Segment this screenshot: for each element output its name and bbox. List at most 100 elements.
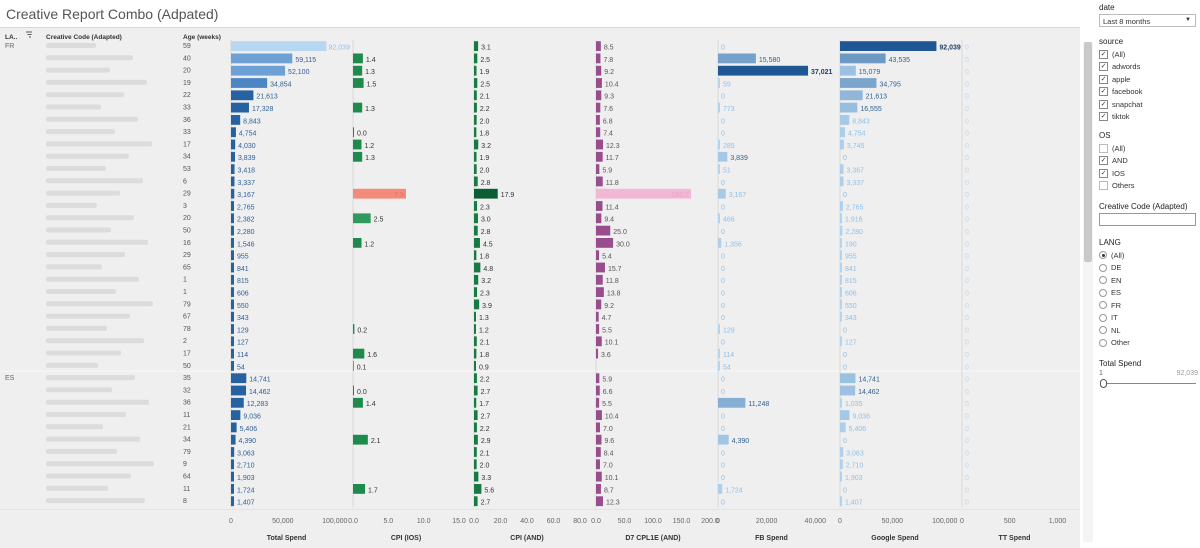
lang-option[interactable]: DE bbox=[1099, 262, 1198, 275]
os-option-label: AND bbox=[1112, 156, 1128, 166]
checkbox-unchecked-icon[interactable] bbox=[1099, 181, 1108, 191]
axis-tick-label: 40,000 bbox=[805, 518, 827, 525]
total_spend-value-label: 21,613 bbox=[256, 94, 278, 101]
google-bar bbox=[840, 459, 843, 470]
tt-value-label: 0 bbox=[965, 81, 969, 88]
tt-value-label: 0 bbox=[965, 217, 969, 224]
cpi_ios-bar bbox=[353, 78, 364, 88]
google-value-label: 0 bbox=[843, 364, 847, 371]
slider-handle[interactable] bbox=[1100, 379, 1107, 388]
cpi_ios-value-label: 1.6 bbox=[367, 352, 377, 359]
creative-code-redacted bbox=[46, 202, 97, 208]
lang-option[interactable]: Other bbox=[1099, 337, 1198, 350]
lang-option-label: ES bbox=[1111, 288, 1122, 298]
lang-option[interactable]: IT bbox=[1099, 312, 1198, 325]
google-value-label: 550 bbox=[845, 303, 857, 310]
checkbox-checked-icon[interactable]: ✓ bbox=[1099, 74, 1108, 84]
axis-tick-label: 15.0 bbox=[452, 518, 466, 525]
lang-option[interactable]: FR bbox=[1099, 299, 1198, 312]
checkbox-checked-icon[interactable]: ✓ bbox=[1099, 49, 1108, 59]
radio-icon[interactable] bbox=[1099, 263, 1107, 272]
axis-tick-label: 60.0 bbox=[547, 518, 561, 525]
creative-code-input[interactable] bbox=[1099, 213, 1196, 226]
checkbox-unchecked-icon[interactable] bbox=[1099, 143, 1108, 153]
radio-selected-icon[interactable] bbox=[1099, 251, 1107, 260]
cpi_and-bar bbox=[474, 262, 481, 273]
panel-title: CPI (AND) bbox=[510, 535, 543, 542]
source-option[interactable]: ✓ adwords bbox=[1099, 61, 1198, 74]
checkbox-checked-icon[interactable]: ✓ bbox=[1099, 99, 1108, 109]
lang-option[interactable]: EN bbox=[1099, 274, 1198, 287]
total-spend-slider[interactable] bbox=[1099, 379, 1198, 389]
source-option-label: snapchat bbox=[1112, 99, 1143, 109]
d7-value-label: 12.3 bbox=[606, 500, 620, 507]
source-option[interactable]: ✓ tiktok bbox=[1099, 111, 1198, 124]
checkbox-checked-icon[interactable]: ✓ bbox=[1099, 87, 1108, 97]
source-option[interactable]: ✓ facebook bbox=[1099, 86, 1198, 99]
total_spend-value-label: 2,765 bbox=[237, 204, 255, 211]
google-value-label: 127 bbox=[845, 340, 857, 347]
fb-bar bbox=[718, 151, 728, 162]
total_spend-value-label: 14,462 bbox=[249, 389, 271, 396]
scrollbar-thumb[interactable] bbox=[1084, 42, 1092, 262]
radio-icon[interactable] bbox=[1099, 288, 1107, 297]
radio-icon[interactable] bbox=[1099, 276, 1107, 285]
radio-icon[interactable] bbox=[1099, 326, 1107, 335]
panel-title: CPI (IOS) bbox=[391, 535, 421, 542]
tt-value-label: 0 bbox=[965, 45, 969, 52]
source-filter: source ✓ (All) ✓ adwords ✓ apple ✓ facebook ✓ sna… bbox=[1099, 37, 1198, 123]
google-bar bbox=[840, 397, 842, 408]
date-dropdown[interactable]: Last 8 months ▼ bbox=[1099, 14, 1196, 27]
d7-value-label: 9.6 bbox=[604, 438, 614, 445]
os-option[interactable]: Others bbox=[1099, 180, 1198, 193]
cpi_ios-bar bbox=[353, 434, 368, 445]
source-option[interactable]: ✓ snapchat bbox=[1099, 98, 1198, 111]
source-option[interactable]: ✓ apple bbox=[1099, 73, 1198, 86]
lang-option[interactable]: (All) bbox=[1099, 249, 1198, 262]
source-option[interactable]: ✓ (All) bbox=[1099, 48, 1198, 61]
radio-icon[interactable] bbox=[1099, 313, 1107, 322]
age-value: 65 bbox=[183, 264, 191, 271]
google-bar bbox=[840, 250, 842, 261]
google-value-label: 3,745 bbox=[847, 143, 865, 150]
cpi_and-bar bbox=[474, 274, 479, 285]
checkbox-checked-icon[interactable]: ✓ bbox=[1099, 112, 1108, 122]
age-value: 29 bbox=[183, 191, 191, 198]
checkbox-checked-icon[interactable]: ✓ bbox=[1099, 168, 1108, 178]
cpi_and-value-label: 2.2 bbox=[480, 426, 490, 433]
radio-icon[interactable] bbox=[1099, 301, 1107, 310]
lang-option[interactable]: NL bbox=[1099, 324, 1198, 337]
cpi_ios-bar bbox=[353, 348, 365, 359]
axis-tick-label: 0 bbox=[838, 518, 842, 525]
filter-panel: date Last 8 months ▼ source ✓ (All) ✓ adwor… bbox=[1097, 0, 1200, 548]
tt-value-label: 0 bbox=[965, 204, 969, 211]
creative-code-redacted bbox=[46, 436, 140, 442]
fb-value-label: 59 bbox=[723, 81, 731, 88]
total_spend-bar bbox=[231, 471, 234, 482]
age-value: 6 bbox=[183, 178, 187, 185]
d7-bar bbox=[596, 471, 602, 482]
os-option[interactable]: ✓ AND bbox=[1099, 155, 1198, 168]
d7-value-label: 5.9 bbox=[602, 377, 612, 384]
os-option[interactable]: ✓ IOS bbox=[1099, 167, 1198, 180]
total_spend-bar bbox=[231, 115, 241, 125]
os-option-label: Others bbox=[1112, 181, 1135, 191]
d7-value-label: 7.6 bbox=[603, 106, 613, 113]
d7-bar bbox=[596, 176, 603, 187]
cpi_and-bar bbox=[474, 139, 479, 150]
os-option[interactable]: (All) bbox=[1099, 142, 1198, 155]
radio-icon[interactable] bbox=[1099, 338, 1107, 347]
checkbox-checked-icon[interactable]: ✓ bbox=[1099, 156, 1108, 166]
lang-option-label: IT bbox=[1111, 313, 1118, 323]
checkbox-checked-icon[interactable]: ✓ bbox=[1099, 62, 1108, 72]
vertical-scrollbar[interactable] bbox=[1083, 42, 1093, 542]
creative-code-redacted bbox=[46, 141, 152, 147]
total_spend-bar bbox=[231, 53, 293, 64]
axis-tick-label: 0 bbox=[229, 518, 233, 525]
age-value: 33 bbox=[183, 105, 191, 112]
google-value-label: 0 bbox=[843, 192, 847, 199]
creative-code-redacted bbox=[46, 252, 125, 258]
lang-option[interactable]: ES bbox=[1099, 287, 1198, 300]
google-bar bbox=[840, 410, 850, 420]
d7-value-label: 7.4 bbox=[603, 131, 613, 138]
